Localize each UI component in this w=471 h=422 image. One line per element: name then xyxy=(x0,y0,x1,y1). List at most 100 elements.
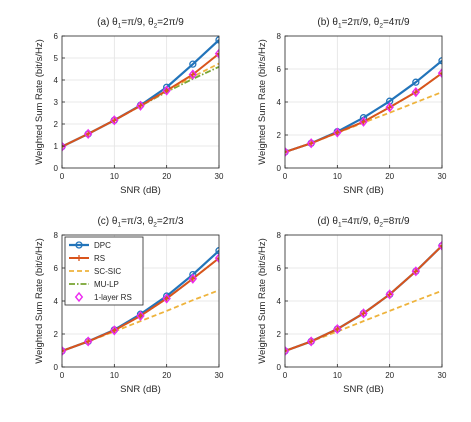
data-point-rs xyxy=(285,148,288,155)
data-point-rs xyxy=(62,347,65,354)
x-tick-label: 10 xyxy=(333,172,342,181)
data-point-1-layer-rs xyxy=(136,310,145,321)
data-point-1-layer-rs xyxy=(83,336,93,347)
x-tick-label: 30 xyxy=(438,172,447,181)
data-point-rs xyxy=(285,347,288,354)
data-point-1-layer-rs xyxy=(359,308,368,319)
y-tick-label: 0 xyxy=(54,363,59,372)
data-point-1-layer-rs xyxy=(385,289,394,300)
data-point-dpc xyxy=(412,78,420,86)
data-point-rs xyxy=(216,255,219,262)
y-tick-label: 2 xyxy=(54,330,59,339)
data-point-rs xyxy=(111,327,118,334)
data-point-1-layer-rs xyxy=(110,115,119,126)
data-point-rs xyxy=(62,143,65,150)
legend-marker-rs xyxy=(76,255,82,261)
data-point-1-layer-rs xyxy=(285,146,290,158)
y-tick-label: 6 xyxy=(277,65,282,74)
data-point-1-layer-rs xyxy=(214,253,219,264)
x-tick-label: 0 xyxy=(283,172,288,181)
series-group xyxy=(285,57,442,158)
data-point-rs xyxy=(137,102,144,109)
data-point-1-layer-rs xyxy=(333,127,342,138)
data-point-rs xyxy=(85,130,92,137)
x-axis-label: SNR (dB) xyxy=(343,384,384,395)
data-point-dpc xyxy=(189,60,197,68)
data-point-rs xyxy=(439,70,442,77)
y-tick-label: 4 xyxy=(54,297,59,306)
y-tick-label: 5 xyxy=(54,54,59,63)
x-tick-label: 0 xyxy=(283,371,288,380)
x-tick-label: 0 xyxy=(60,172,65,181)
x-tick-label: 20 xyxy=(385,172,394,181)
data-point-rs xyxy=(386,104,393,111)
data-point-1-layer-rs xyxy=(83,128,93,139)
data-point-rs xyxy=(412,89,419,96)
data-point-rs xyxy=(163,295,170,302)
series-group xyxy=(62,247,219,357)
chart-panel-a: 0 10 20 30 0 1 2 3 4 5 6 SNR (dB) Weighted Sum Rate … xyxy=(34,17,224,196)
data-point-rs xyxy=(334,129,341,136)
legend-label: DPC xyxy=(94,241,111,250)
y-axis-label: Weighted Sum Rate (bit/s/Hz) xyxy=(34,39,45,164)
chart-panel-d: 0 10 20 30 0 2 4 6 8 SNR (dB) Weighted Sum Rate (b… xyxy=(257,216,447,395)
data-point-rs xyxy=(189,71,196,78)
data-point-1-layer-rs xyxy=(333,323,342,335)
data-point-rs xyxy=(189,275,196,282)
chart-panel-b: 0 10 20 30 0 2 4 6 8 SNR (dB) Weighted Sum Rate (b… xyxy=(257,17,447,196)
y-axis-label: Weighted Sum Rate (bit/s/Hz) xyxy=(257,39,268,164)
y-tick-label: 2 xyxy=(277,131,282,140)
legend-label: 1-layer RS xyxy=(94,293,132,302)
y-tick-label: 6 xyxy=(277,264,282,273)
data-point-1-layer-rs xyxy=(162,293,171,304)
data-point-1-layer-rs xyxy=(136,100,145,111)
data-point-1-layer-rs xyxy=(62,141,67,152)
legend-marker-1-layer-rs xyxy=(74,291,84,303)
y-tick-label: 6 xyxy=(54,264,59,273)
chart-title: (d) θ1=4π/9, θ2=8π/9 xyxy=(317,216,410,229)
legend-label: RS xyxy=(94,254,105,263)
data-point-1-layer-rs xyxy=(359,116,368,127)
y-tick-label: 2 xyxy=(54,120,59,129)
data-point-1-layer-rs xyxy=(306,138,316,149)
data-point-1-layer-rs xyxy=(214,48,219,59)
series-group xyxy=(285,240,442,357)
data-point-rs xyxy=(334,326,341,333)
y-tick-label: 0 xyxy=(54,164,59,173)
data-point-rs xyxy=(439,242,442,249)
x-tick-label: 30 xyxy=(215,172,224,181)
x-tick-label: 30 xyxy=(438,371,447,380)
data-point-rs xyxy=(216,50,219,57)
data-point-1-layer-rs xyxy=(162,85,171,96)
data-point-1-layer-rs xyxy=(62,345,67,357)
data-point-1-layer-rs xyxy=(188,69,198,80)
x-tick-label: 10 xyxy=(110,172,119,181)
legend-label: SC-SIC xyxy=(94,267,121,276)
chart-title: (c) θ1=π/3, θ2=2π/3 xyxy=(97,216,184,229)
data-point-rs xyxy=(85,338,92,345)
x-tick-label: 10 xyxy=(110,371,119,380)
y-tick-label: 2 xyxy=(277,330,282,339)
data-point-rs xyxy=(308,338,315,345)
x-tick-label: 30 xyxy=(215,371,224,380)
x-tick-label: 20 xyxy=(385,371,394,380)
x-tick-label: 20 xyxy=(162,371,171,380)
legend-label: MU-LP xyxy=(94,280,119,289)
y-tick-label: 1 xyxy=(54,142,59,151)
y-tick-label: 0 xyxy=(277,363,282,372)
legend: DPC RS SC-SIC MU-LP 1-layer RS xyxy=(64,236,144,306)
data-point-1-layer-rs xyxy=(285,345,290,357)
data-point-rs xyxy=(360,118,367,125)
data-point-dpc xyxy=(215,247,219,255)
x-axis-label: SNR (dB) xyxy=(120,384,161,395)
y-tick-label: 4 xyxy=(277,297,282,306)
data-point-1-layer-rs xyxy=(110,325,119,336)
data-point-rs xyxy=(308,140,315,147)
x-axis-label: SNR (dB) xyxy=(120,185,161,196)
data-point-1-layer-rs xyxy=(411,266,421,277)
x-axis-label: SNR (dB) xyxy=(343,185,384,196)
x-tick-label: 20 xyxy=(162,172,171,181)
y-tick-label: 8 xyxy=(277,32,282,41)
data-point-rs xyxy=(386,291,393,298)
